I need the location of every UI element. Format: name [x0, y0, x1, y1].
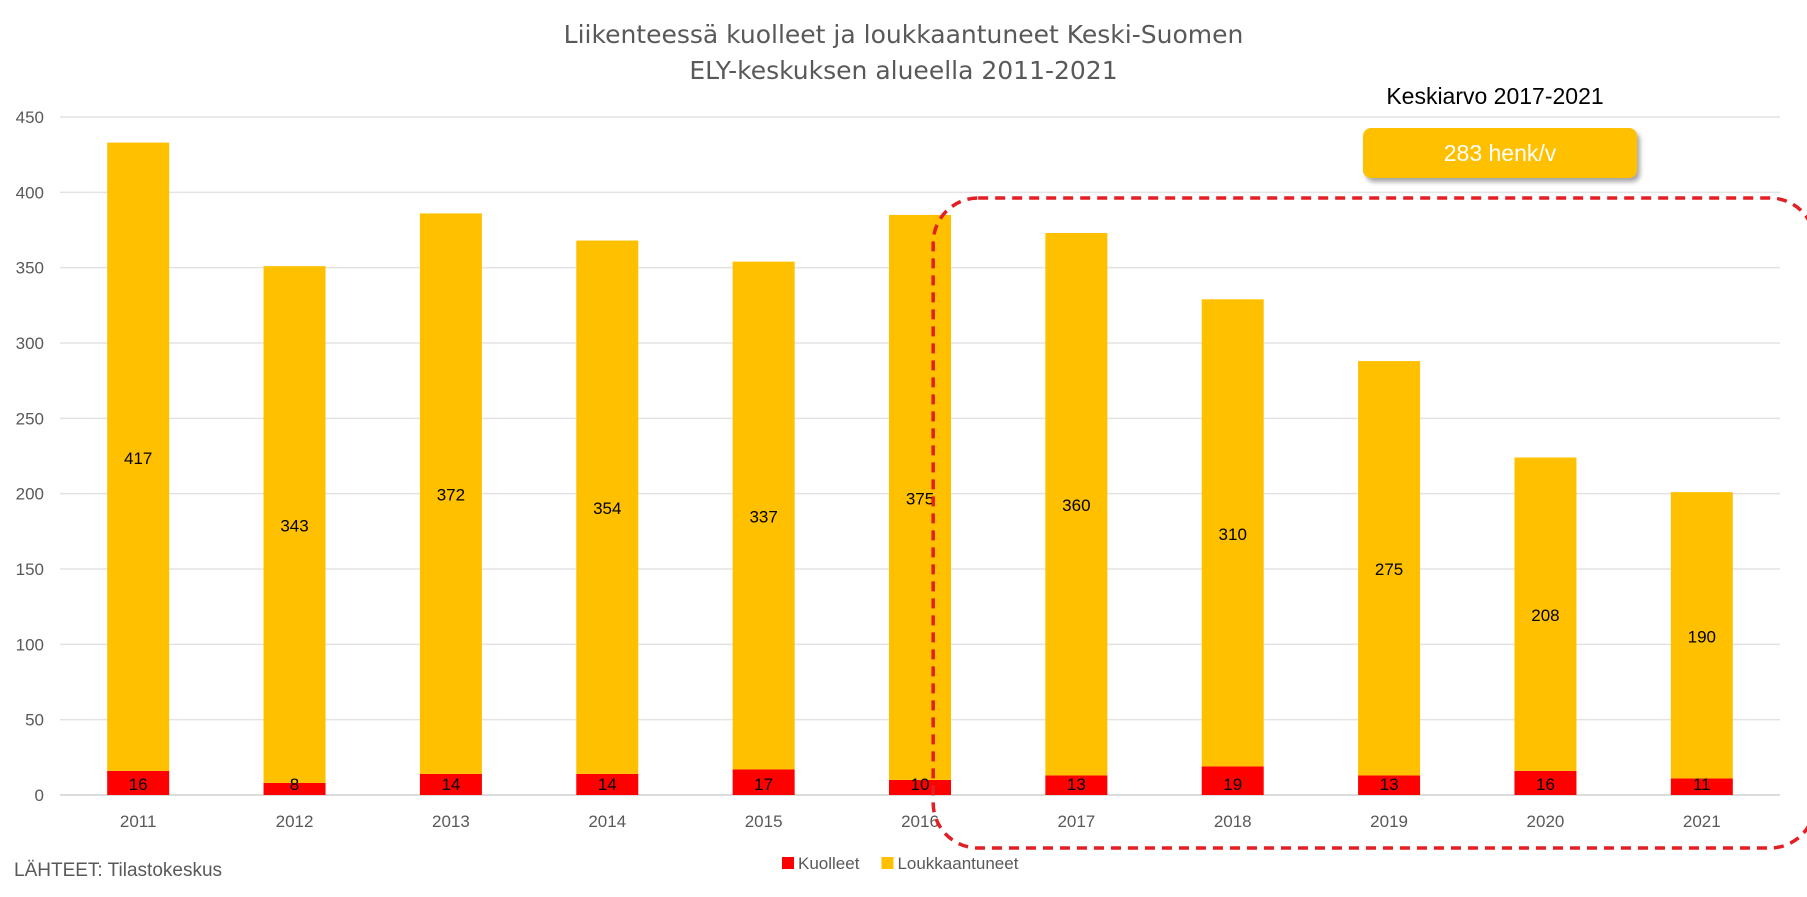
legend-label: Kuolleet: [798, 854, 860, 873]
data-label: 375: [906, 489, 934, 508]
x-tick-label: 2017: [1057, 812, 1095, 831]
x-tick-label: 2012: [276, 812, 314, 831]
bar-kuolleet-2012: [263, 782, 326, 795]
y-tick-label: 0: [35, 786, 44, 805]
x-tick-label: 2011: [120, 812, 157, 831]
y-tick-label: 150: [16, 560, 44, 579]
y-tick-label: 100: [16, 635, 44, 654]
y-tick-label: 350: [16, 259, 44, 278]
x-tick-label: 2014: [588, 812, 626, 831]
bar-loukkaantuneet-2021: [1670, 492, 1733, 779]
data-label: 14: [598, 775, 617, 794]
highlight-box: [931, 196, 1807, 850]
bar-kuolleet-2018: [1201, 766, 1264, 795]
data-label: 10: [911, 775, 930, 794]
x-tick-label: 2021: [1683, 812, 1721, 831]
data-label: 310: [1219, 525, 1247, 544]
bar-kuolleet-2019: [1358, 775, 1421, 795]
data-label: 13: [1067, 775, 1086, 794]
bar-kuolleet-2015: [732, 769, 795, 795]
bar-loukkaantuneet-2012: [263, 266, 326, 783]
y-tick-label: 300: [16, 334, 44, 353]
bar-kuolleet-2013: [419, 773, 482, 795]
chart-title-line-2: ELY-keskuksen alueella 2011-2021: [689, 56, 1118, 85]
data-label: 208: [1531, 606, 1559, 625]
bar-loukkaantuneet-2015: [732, 261, 795, 770]
y-tick-label: 50: [25, 711, 44, 730]
bar-loukkaantuneet-2014: [576, 240, 639, 774]
y-tick-label: 200: [16, 485, 44, 504]
bar-kuolleet-2016: [889, 779, 951, 795]
data-label: 14: [441, 775, 460, 794]
data-label: 190: [1688, 627, 1716, 646]
bar-loukkaantuneet-2019: [1358, 361, 1421, 776]
data-label: 16: [129, 775, 148, 794]
legend-label: Loukkaantuneet: [897, 854, 1018, 873]
bar-loukkaantuneet-2016: [889, 214, 951, 780]
bar-loukkaantuneet-2020: [1514, 457, 1577, 771]
legend-swatch: [881, 857, 894, 869]
x-tick-label: 2015: [745, 812, 783, 831]
bar-loukkaantuneet-2011: [107, 142, 170, 771]
data-label: 354: [593, 499, 621, 518]
data-label: 372: [437, 486, 465, 505]
data-label: 417: [124, 449, 152, 468]
bar-loukkaantuneet-2013: [419, 213, 482, 774]
x-tick-label: 2018: [1214, 812, 1252, 831]
x-tick-label: 2013: [432, 812, 470, 831]
data-label: 19: [1223, 775, 1242, 794]
data-label: 16: [1536, 775, 1555, 794]
data-label: 337: [749, 508, 777, 527]
chart-title-line-1: Liikenteessä kuolleet ja loukkaantuneet …: [563, 20, 1244, 49]
legend-swatch: [782, 857, 794, 869]
bar-kuolleet-2020: [1514, 770, 1577, 795]
bar-kuolleet-2011: [107, 770, 170, 795]
bar-loukkaantuneet-2018: [1201, 299, 1264, 767]
data-label: 275: [1375, 560, 1403, 579]
bar-kuolleet-2014: [576, 773, 639, 795]
x-tick-label: 2020: [1527, 812, 1565, 831]
y-tick-label: 250: [16, 409, 44, 428]
data-label: 360: [1062, 496, 1090, 515]
data-label: 343: [280, 517, 308, 536]
y-tick-label: 400: [16, 183, 44, 202]
data-label: 13: [1380, 775, 1399, 794]
x-tick-label: 2016: [901, 812, 939, 831]
average-label: Keskiarvo 2017-2021: [1386, 83, 1604, 109]
bar-loukkaantuneet-2017: [1045, 233, 1108, 776]
data-label: 11: [1693, 775, 1711, 794]
bar-kuolleet-2017: [1045, 775, 1108, 795]
source-note: LÄHTEET: Tilastokeskus: [14, 860, 223, 881]
bar-kuolleet-2021: [1670, 778, 1733, 795]
data-label: 17: [754, 775, 773, 794]
y-tick-label: 450: [16, 108, 44, 127]
x-tick-label: 2019: [1370, 812, 1408, 831]
average-value-box: 283 henk/v: [1363, 128, 1637, 178]
data-label: 8: [290, 775, 299, 794]
